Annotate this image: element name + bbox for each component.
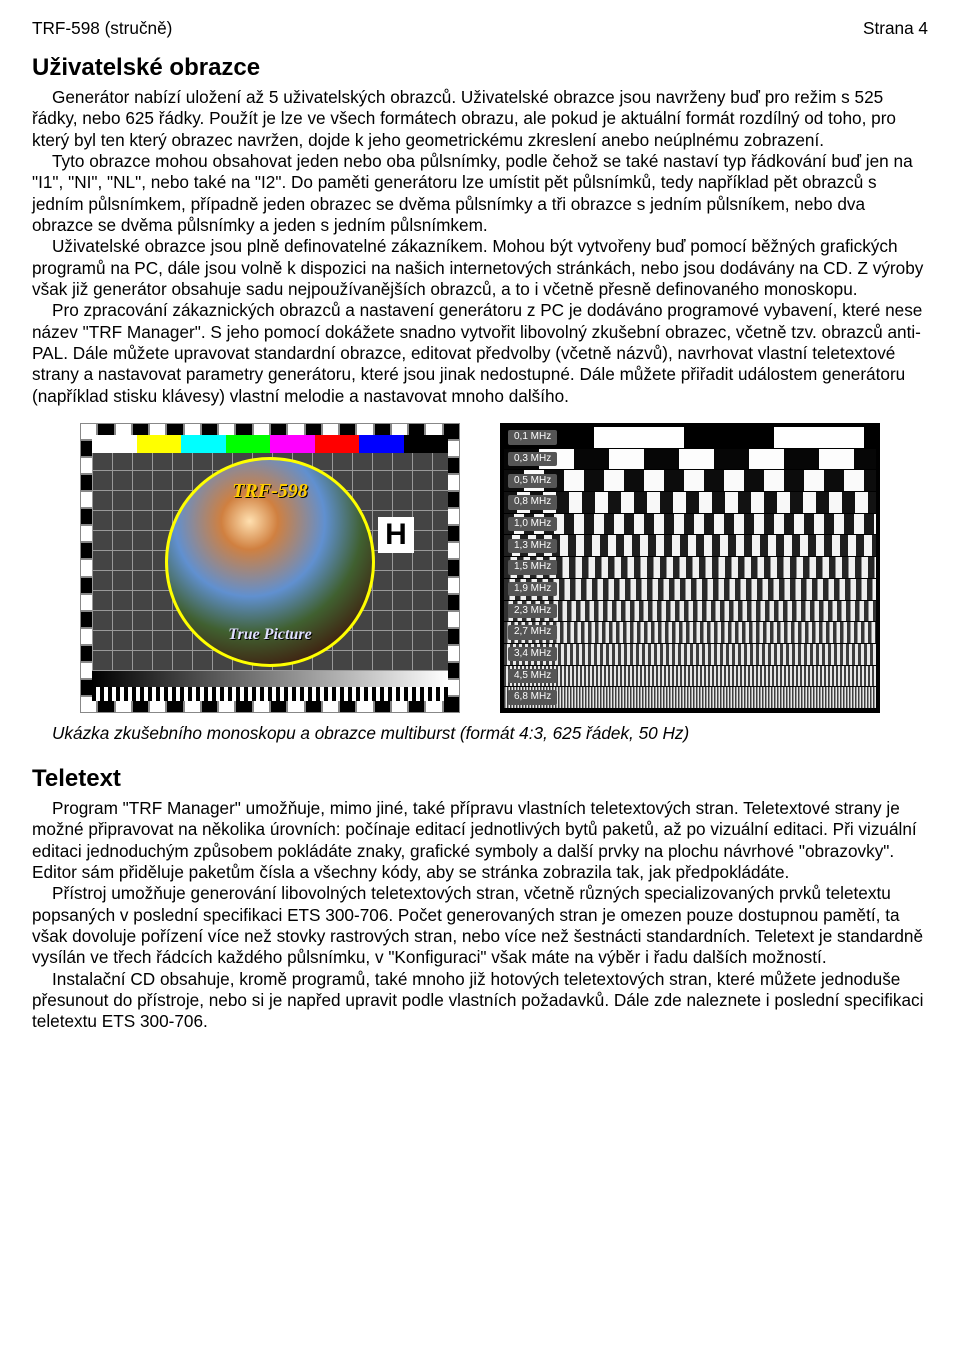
multiburst-row: 0,1 MHz <box>504 427 876 449</box>
para-2: Tyto obrazce mohou obsahovat jeden nebo … <box>32 151 928 236</box>
para-7: Instalační CD obsahuje, kromě programů, … <box>32 969 928 1033</box>
test-pattern-multiburst: 0,1 MHz 0,3 MHz 0,5 MHz 0,8 MHz 1,0 MHz 1,3 M… <box>500 423 880 713</box>
multiburst-row: 4,5 MHz <box>504 666 876 688</box>
multiburst-row: 2,3 MHz <box>504 601 876 623</box>
para-4: Pro zpracování zákaznických obrazců a na… <box>32 300 928 407</box>
multiburst-row: 1,0 MHz <box>504 514 876 536</box>
multiburst-freq-label: 0,3 MHz <box>508 452 557 466</box>
para-6: Přístroj umožňuje generování libovolných… <box>32 883 928 968</box>
doc-header-left: TRF-598 (stručně) <box>32 18 172 39</box>
multiburst-freq-label: 1,3 MHz <box>508 539 557 553</box>
multiburst-row: 1,5 MHz <box>504 557 876 579</box>
monoskop-subtitle: True Picture <box>228 625 311 645</box>
multiburst-freq-label: 4,5 MHz <box>508 669 557 683</box>
multiburst-row: 3,4 MHz <box>504 644 876 666</box>
multiburst-freq-label: 1,0 MHz <box>508 517 557 531</box>
multiburst-freq-label: 0,8 MHz <box>508 495 557 509</box>
monoskop-H-patch: H <box>378 517 414 553</box>
para-5: Program "TRF Manager" umožňuje, mimo jin… <box>32 798 928 883</box>
multiburst-row: 0,8 MHz <box>504 492 876 514</box>
figure-caption: Ukázka zkušebního monoskopu a obrazce mu… <box>32 723 928 744</box>
section2-title: Teletext <box>32 764 928 794</box>
multiburst-freq-label: 6,8 MHz <box>508 690 557 704</box>
multiburst-row: 1,3 MHz <box>504 535 876 557</box>
multiburst-row: 0,3 MHz <box>504 449 876 471</box>
multiburst-freq-label: 2,3 MHz <box>508 604 557 618</box>
multiburst-freq-label: 2,7 MHz <box>508 625 557 639</box>
section1-title: Uživatelské obrazce <box>32 53 928 83</box>
multiburst-freq-label: 0,5 MHz <box>508 474 557 488</box>
multiburst-freq-label: 1,9 MHz <box>508 582 557 596</box>
test-pattern-monoskop: TRF-598 H True Picture <box>80 423 460 713</box>
grayscale-ramp <box>92 671 448 687</box>
color-bars <box>92 435 448 453</box>
multiburst-row: 2,7 MHz <box>504 622 876 644</box>
multiburst-freq-label: 3,4 MHz <box>508 647 557 661</box>
multiburst-row: 6,8 MHz <box>504 687 876 709</box>
doc-header-right: Strana 4 <box>863 18 928 39</box>
para-1: Generátor nabízí uložení až 5 uživatelsk… <box>32 87 928 151</box>
multiburst-freq-label: 1,5 MHz <box>508 560 557 574</box>
multiburst-row: 1,9 MHz <box>504 579 876 601</box>
para-3: Uživatelské obrazce jsou plně definovate… <box>32 236 928 300</box>
multiburst-row: 0,5 MHz <box>504 470 876 492</box>
bw-resolution-stripes <box>92 687 448 701</box>
multiburst-freq-label: 0,1 MHz <box>508 430 557 444</box>
monoskop-title: TRF-598 <box>232 479 308 504</box>
